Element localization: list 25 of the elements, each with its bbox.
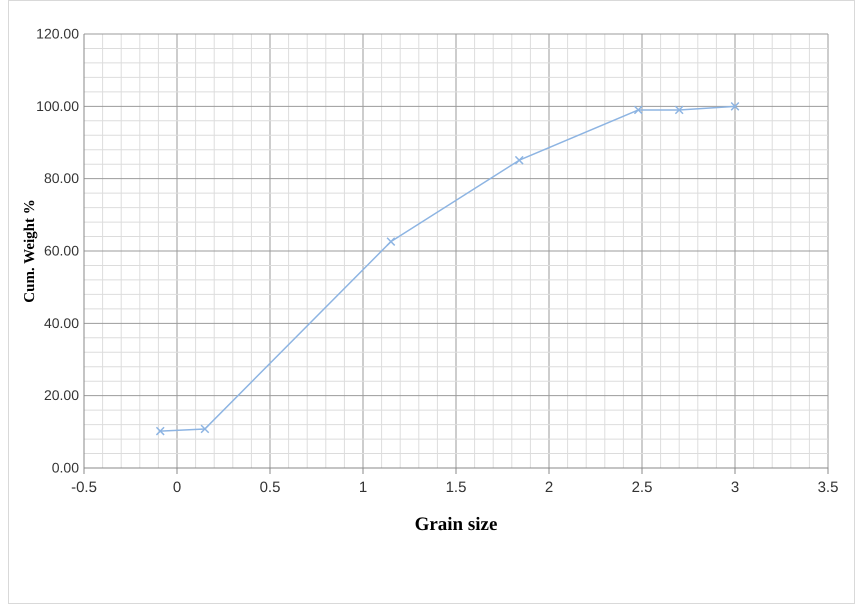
x-tick-label: 1 xyxy=(358,479,368,496)
x-tick-label: 0.5 xyxy=(260,479,280,496)
x-tick-label: 0 xyxy=(172,479,182,496)
point xyxy=(386,237,396,246)
x-tick-label: 2.5 xyxy=(632,479,652,496)
y-axis-title: Cum. Weight % xyxy=(22,199,38,303)
x-tick-label: 3 xyxy=(730,479,740,496)
point xyxy=(156,426,165,436)
y-tick-label: 120.00 xyxy=(36,25,80,42)
point xyxy=(514,156,524,165)
y-tick-label: 100.00 xyxy=(36,98,80,114)
x-tick-label: 1.5 xyxy=(446,479,466,496)
y-tick-label: 60.00 xyxy=(44,242,80,258)
x-tick-label: 3.5 xyxy=(818,479,838,496)
x-axis-title: Grain size xyxy=(414,514,498,535)
y-tick-label: 0.00 xyxy=(52,459,80,476)
point xyxy=(730,102,740,111)
y-tick-label: 40.00 xyxy=(44,314,80,331)
y-tick-label: 20.00 xyxy=(44,387,80,404)
x-tick-label: 2 xyxy=(544,479,554,496)
point xyxy=(200,424,210,434)
x-tick-label: -0.5 xyxy=(71,479,97,496)
point xyxy=(634,105,643,115)
point xyxy=(674,105,684,115)
y-tick-label: 80.00 xyxy=(44,170,80,186)
